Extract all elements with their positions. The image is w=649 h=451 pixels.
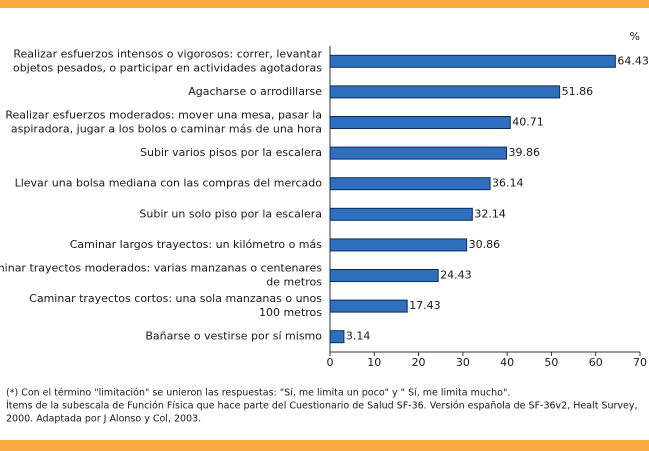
unit-label: % [630,30,640,43]
category-label: Realizar esfuerzos intensos o vigorosos:… [13,47,322,60]
x-tick-label: 10 [367,356,381,369]
value-label: 40.71 [512,116,544,129]
x-tick-label: 60 [589,356,603,369]
category-label: Bañarse o vestirse por sí mismo [145,330,322,343]
value-label: 51.86 [562,85,594,98]
bottom-band [0,440,649,451]
footnote: 2000. Adaptada por J Alonso y Col, 2003. [6,414,201,425]
value-label: 24.43 [440,269,472,282]
x-tick-label: 40 [500,356,514,369]
category-label: Caminar trayectos moderados: varias manz… [0,262,322,275]
x-tick-label: 30 [456,356,470,369]
category-label: Subir un solo piso por la escalera [139,207,322,220]
category-label: Llevar una bolsa mediana con las compras… [15,177,323,190]
value-label: 64.43 [617,54,649,67]
x-tick-label: 50 [544,356,558,369]
footnote: Ítems de la subescala de Función Física … [6,400,638,412]
category-label: Agacharse o arrodillarse [188,85,322,98]
x-tick-label: 20 [412,356,426,369]
value-label: 32.14 [474,207,506,220]
value-label: 39.86 [509,146,540,159]
value-label: 3.14 [346,330,371,343]
footnote: (*) Con el término "limitación" se unier… [6,388,510,399]
bar [329,177,491,191]
category-label: Subir varios pisos por la escalera [140,146,322,159]
category-label: Realizar esfuerzos moderados: mover una … [5,109,322,122]
category-label: aspiradora, jugar a los bolos o caminar … [11,123,322,136]
bar [329,146,508,160]
bar [329,54,616,68]
top-band [0,0,649,8]
value-label: 30.86 [469,238,501,251]
x-tick-label: 70 [633,356,647,369]
category-label: objetos pesados, o participar en activid… [13,61,322,74]
category-label: de metros [266,276,322,289]
x-tick-label: 0 [327,356,334,369]
category-label: Caminar largos trayectos: un kilómetro o… [70,238,323,251]
category-label: Caminar trayectos cortos: una sola manza… [29,292,322,305]
bar [329,85,561,99]
bar [329,116,511,129]
bar [329,238,468,252]
bar [329,207,473,221]
value-label: 17.43 [409,299,441,312]
value-label: 36.14 [492,177,524,190]
bar [329,269,439,282]
bar [329,299,408,313]
bar [329,330,345,344]
category-label: 100 metros [259,306,322,319]
